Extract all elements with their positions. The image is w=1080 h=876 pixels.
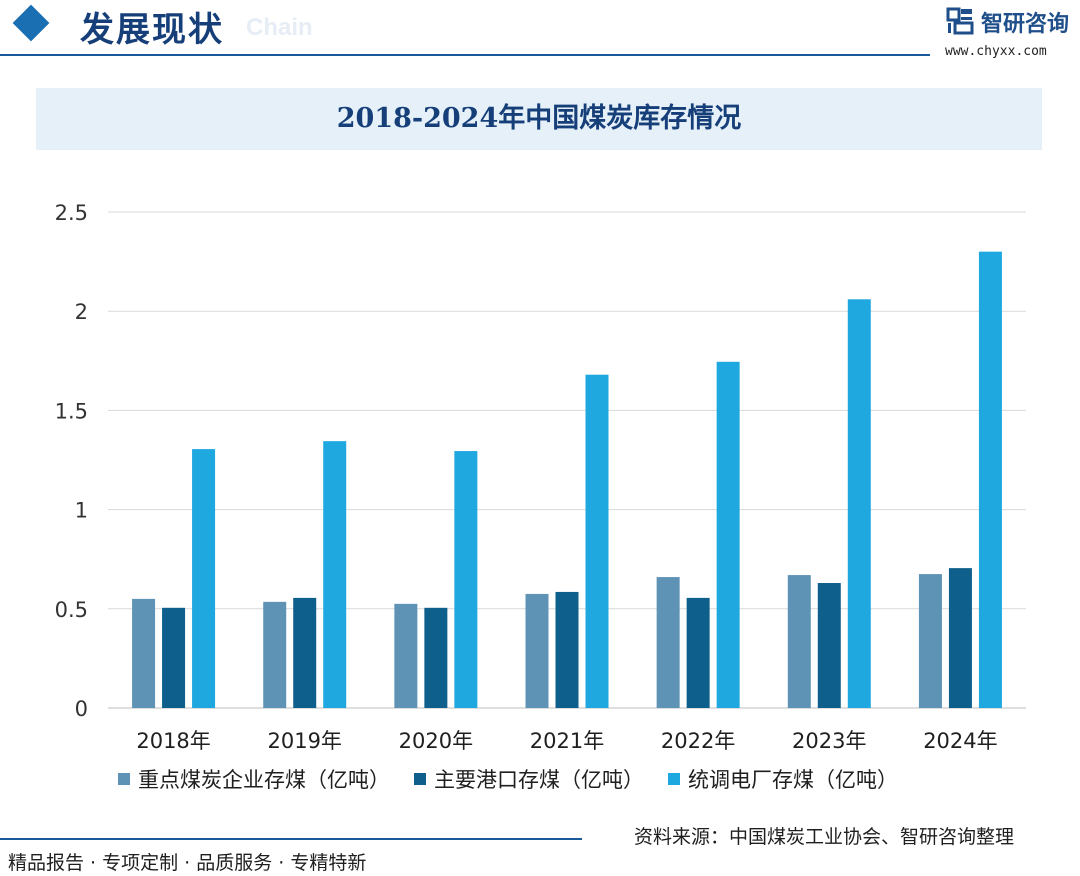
grid-lines	[108, 211, 1026, 709]
bar-2018年-1	[162, 607, 186, 708]
legend-label: 主要港口存煤（亿吨）	[434, 768, 644, 792]
bar-2021年-1	[555, 591, 579, 708]
bar-2022年-0	[656, 577, 680, 708]
legend-item: 统调电厂存煤（亿吨）	[668, 764, 898, 794]
x-tick-label: 2021年	[530, 729, 604, 753]
bar-2023年-2	[847, 299, 871, 708]
y-tick-label: 2	[75, 300, 88, 324]
x-tick-label: 2019年	[267, 729, 341, 753]
bar-2024年-1	[948, 568, 972, 708]
section-subtitle-en: Chain	[246, 14, 313, 41]
header: 发展现状 Chain 智研咨询 www.chyxx.com	[0, 0, 1080, 60]
bar-2020年-2	[454, 451, 478, 708]
diamond-icon	[12, 4, 50, 42]
x-tick-label: 2018年	[136, 729, 210, 753]
legend: 重点煤炭企业存煤（亿吨） 主要港口存煤（亿吨） 统调电厂存煤（亿吨）	[118, 764, 922, 794]
legend-swatch	[414, 773, 426, 785]
section-title: 发展现状	[80, 10, 224, 50]
brand-name: 智研咨询	[981, 12, 1070, 37]
footer-divider	[0, 838, 582, 840]
bar-2018年-0	[132, 598, 156, 708]
bar-2019年-2	[323, 441, 347, 708]
bar-2024年-2	[978, 251, 1002, 708]
bar-2021年-2	[585, 374, 609, 708]
legend-label: 重点煤炭企业存煤（亿吨）	[138, 768, 390, 792]
legend-swatch	[668, 773, 680, 785]
y-axis-ticks: 0 0.5 1 1.5 2 2.5	[55, 201, 88, 721]
brand-logo-icon	[946, 7, 974, 35]
bar-2023年-1	[817, 583, 841, 708]
brand-url: www.chyxx.com	[945, 44, 1047, 59]
bar-2018年-2	[192, 449, 216, 708]
x-tick-label: 2022年	[661, 729, 735, 753]
source-note: 资料来源：中国煤炭工业协会、智研咨询整理	[634, 826, 1015, 848]
footer-slogan: 精品报告 · 专项定制 · 品质服务 · 专精特新	[8, 852, 367, 874]
header-divider	[0, 54, 930, 56]
bars	[132, 251, 1002, 708]
x-tick-label: 2024年	[923, 729, 997, 753]
y-tick-label: 0	[75, 697, 88, 721]
bar-2024年-0	[918, 574, 942, 708]
y-tick-label: 1	[75, 499, 88, 523]
chart-title-bar: 2018-2024年中国煤炭库存情况	[36, 88, 1042, 150]
bar-2023年-0	[787, 575, 811, 708]
bar-2019年-1	[293, 597, 317, 708]
legend-swatch	[118, 773, 130, 785]
bar-2019年-0	[263, 601, 287, 708]
x-tick-label: 2020年	[399, 729, 473, 753]
brand: 智研咨询 www.chyxx.com	[945, 4, 1080, 64]
bar-chart: 00.511.522.5 2018年 2019年 2020年 2021年 2022年 20…	[55, 201, 1026, 753]
bar-2022年-2	[716, 361, 740, 708]
legend-label: 统调电厂存煤（亿吨）	[688, 768, 898, 792]
legend-item: 主要港口存煤（亿吨）	[414, 764, 644, 794]
y-tick-label: 2.5	[55, 201, 88, 225]
bar-2021年-0	[525, 593, 549, 708]
x-axis-ticks: 2018年 2019年 2020年 2021年 2022年 2023年 2024年	[136, 729, 997, 753]
bar-2022年-1	[686, 597, 710, 708]
legend-item: 重点煤炭企业存煤（亿吨）	[118, 764, 390, 794]
y-tick-label: 0.5	[55, 598, 88, 622]
y-tick-label: 1.5	[55, 399, 88, 423]
chart-title: 2018-2024年中国煤炭库存情况	[336, 103, 742, 134]
bar-2020年-1	[424, 607, 448, 708]
x-tick-label: 2023年	[792, 729, 866, 753]
bar-2020年-0	[394, 603, 418, 708]
